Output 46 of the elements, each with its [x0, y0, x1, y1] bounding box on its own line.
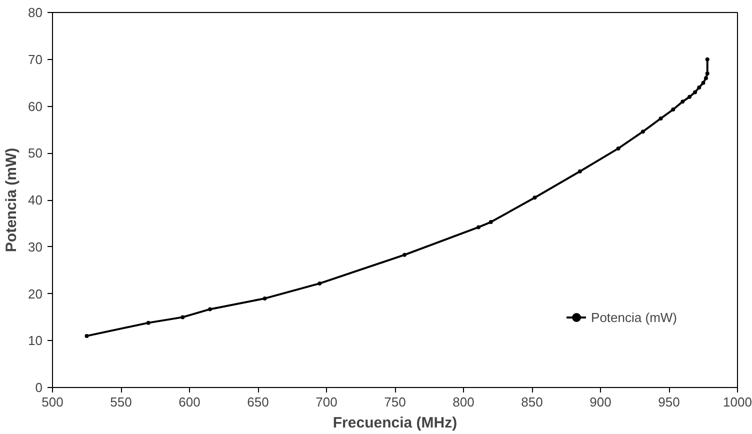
y-tick-label: 80 [28, 5, 43, 20]
x-tick-label: 700 [316, 394, 338, 410]
point [84, 334, 89, 338]
point [705, 57, 710, 62]
point [658, 116, 663, 120]
point [701, 80, 706, 85]
y-tick-label: 0 [35, 380, 43, 395]
point [697, 86, 702, 90]
point [146, 320, 150, 325]
x-tick-label: 900 [590, 394, 612, 410]
y-tick-label: 50 [28, 146, 43, 161]
point [693, 90, 698, 94]
x-tick-label: 750 [384, 394, 406, 410]
y-tick-label: 10 [28, 333, 43, 348]
point [262, 296, 267, 300]
point [402, 252, 407, 257]
point [705, 71, 710, 76]
x-tick-label: 800 [452, 394, 474, 410]
point [688, 94, 692, 99]
legend-label: Potencia (mW) [591, 310, 677, 324]
point [680, 100, 685, 104]
x-tick-label: 850 [521, 394, 543, 410]
y-tick-label: 60 [28, 98, 43, 114]
x-tick-label: 500 [42, 394, 64, 410]
x-tick-label: 550 [110, 394, 132, 410]
y-tick-label: 40 [28, 192, 43, 208]
point [180, 315, 185, 320]
x-tick-label: 1000 [723, 394, 752, 410]
x-tick-label: 650 [247, 394, 269, 410]
point [476, 225, 481, 230]
x-axis-title: Frecuencia (MHz) [332, 414, 458, 432]
x-tick-label: 950 [658, 394, 680, 410]
point [616, 146, 620, 150]
y-tick-label: 30 [28, 239, 43, 254]
y-tick-label: 20 [28, 286, 43, 302]
y-tick-label: 70 [28, 52, 43, 67]
point [318, 281, 322, 286]
point [532, 196, 537, 200]
y-axis-title: Potencia (mW) [3, 148, 20, 252]
point [704, 76, 708, 80]
point [488, 220, 493, 224]
point [671, 108, 676, 112]
point [208, 307, 212, 312]
point [640, 130, 645, 134]
x-tick-label: 600 [178, 394, 200, 410]
point [578, 169, 582, 174]
